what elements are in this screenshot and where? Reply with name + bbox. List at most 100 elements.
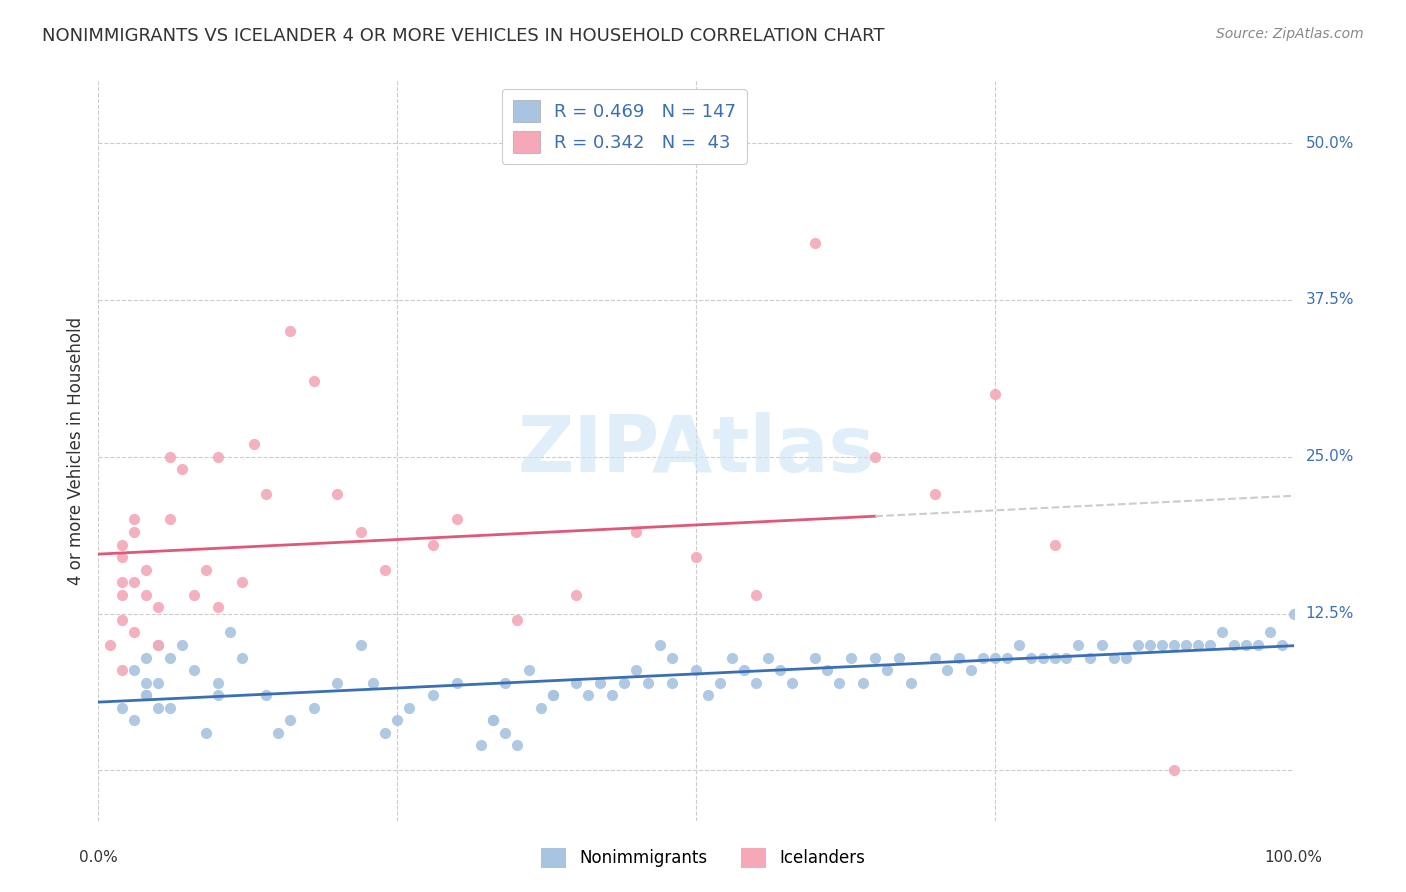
Point xyxy=(111,575,134,590)
Point xyxy=(195,563,218,577)
Point xyxy=(541,688,564,702)
Point xyxy=(124,524,146,539)
Text: Source: ZipAtlas.com: Source: ZipAtlas.com xyxy=(1216,27,1364,41)
Point xyxy=(148,638,170,652)
Point xyxy=(517,663,540,677)
Point xyxy=(815,663,838,677)
Point xyxy=(1271,638,1294,652)
Point xyxy=(111,588,134,602)
Point xyxy=(865,450,887,464)
Point xyxy=(124,512,146,526)
Text: 25.0%: 25.0% xyxy=(1306,450,1354,464)
Text: 12.5%: 12.5% xyxy=(1306,606,1354,621)
Y-axis label: 4 or more Vehicles in Household: 4 or more Vehicles in Household xyxy=(66,317,84,584)
Point xyxy=(1019,650,1042,665)
Point xyxy=(626,524,648,539)
Point xyxy=(1175,638,1198,652)
Point xyxy=(1187,638,1209,652)
Point xyxy=(1128,638,1150,652)
Point xyxy=(924,650,946,665)
Point xyxy=(278,713,301,727)
Point xyxy=(972,650,994,665)
Point xyxy=(254,688,277,702)
Point xyxy=(565,675,588,690)
Point xyxy=(876,663,898,677)
Point xyxy=(1152,638,1174,652)
Point xyxy=(828,675,851,690)
Point xyxy=(924,487,946,501)
Point xyxy=(267,726,290,740)
Point xyxy=(385,713,409,727)
Point xyxy=(135,563,157,577)
Point xyxy=(172,462,194,476)
Point xyxy=(541,688,564,702)
Point xyxy=(745,675,768,690)
Point xyxy=(446,512,468,526)
Point xyxy=(709,675,731,690)
Point xyxy=(135,688,157,702)
Point xyxy=(984,650,1007,665)
Point xyxy=(159,450,181,464)
Point xyxy=(159,700,181,714)
Point xyxy=(804,650,827,665)
Point xyxy=(1091,638,1114,652)
Point xyxy=(183,588,205,602)
Point xyxy=(648,638,672,652)
Point xyxy=(1008,638,1031,652)
Point xyxy=(780,675,803,690)
Text: 100.0%: 100.0% xyxy=(1264,850,1323,865)
Text: ZIPAtlas: ZIPAtlas xyxy=(517,412,875,489)
Point xyxy=(207,688,229,702)
Point xyxy=(207,675,229,690)
Legend: Nonimmigrants, Icelanders: Nonimmigrants, Icelanders xyxy=(534,841,872,875)
Point xyxy=(1199,638,1222,652)
Point xyxy=(1056,650,1078,665)
Point xyxy=(350,524,373,539)
Text: 37.5%: 37.5% xyxy=(1306,293,1354,308)
Text: 0.0%: 0.0% xyxy=(79,850,118,865)
Point xyxy=(446,675,468,690)
Point xyxy=(1223,638,1246,652)
Point xyxy=(98,638,122,652)
Point xyxy=(685,663,707,677)
Point xyxy=(1163,638,1185,652)
Point xyxy=(148,638,170,652)
Point xyxy=(852,675,875,690)
Point xyxy=(135,675,157,690)
Point xyxy=(278,324,301,338)
Point xyxy=(1211,625,1233,640)
Point xyxy=(231,650,253,665)
Point xyxy=(1139,638,1161,652)
Point xyxy=(733,663,755,677)
Point xyxy=(697,688,720,702)
Point xyxy=(254,487,277,501)
Point xyxy=(481,713,505,727)
Point xyxy=(243,437,266,451)
Point xyxy=(1043,650,1066,665)
Point xyxy=(124,625,146,640)
Point xyxy=(1282,607,1305,621)
Point xyxy=(494,675,516,690)
Point xyxy=(374,726,396,740)
Point xyxy=(494,726,516,740)
Point xyxy=(159,512,181,526)
Point xyxy=(111,550,134,565)
Point xyxy=(374,563,396,577)
Point xyxy=(960,663,983,677)
Point xyxy=(1067,638,1090,652)
Point xyxy=(326,675,349,690)
Point xyxy=(578,688,600,702)
Point xyxy=(565,588,588,602)
Point xyxy=(148,700,170,714)
Point xyxy=(207,600,229,615)
Point xyxy=(841,650,863,665)
Point xyxy=(948,650,970,665)
Point xyxy=(889,650,911,665)
Point xyxy=(602,688,624,702)
Point xyxy=(530,700,553,714)
Point xyxy=(1043,538,1066,552)
Point xyxy=(422,688,444,702)
Point xyxy=(685,550,707,565)
Point xyxy=(1247,638,1270,652)
Point xyxy=(470,739,492,753)
